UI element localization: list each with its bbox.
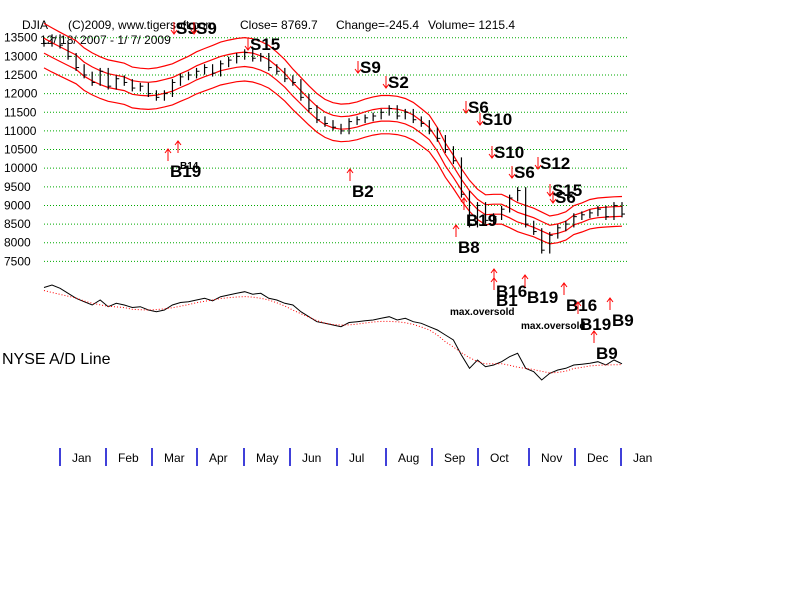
sell-arrow-head: [549, 198, 557, 204]
ad-line-label: NYSE A/D Line: [2, 351, 111, 368]
month-label: Dec: [587, 451, 608, 465]
month-label: Apr: [209, 451, 228, 465]
buy-arrow-head: [174, 140, 182, 146]
y-tick-label: 13000: [4, 49, 38, 63]
month-label: Jan: [72, 451, 91, 465]
buy-arrow-head: [452, 224, 460, 230]
y-tick-label: 8000: [4, 236, 31, 250]
change-label: Change=-245.4: [336, 18, 419, 32]
y-axis-ticks: 13500 13000 12500 12000 11500 11000 10500 10000…: [4, 31, 38, 269]
signal-label: S15: [250, 35, 280, 54]
close-label: Close= 8769.7: [240, 18, 318, 32]
y-tick-label: 11000: [4, 124, 37, 138]
month-label: Oct: [490, 451, 509, 465]
signal-label: B8: [458, 238, 480, 257]
buy-arrow-head: [606, 297, 614, 303]
signal-label: S10: [482, 110, 512, 129]
signal-label: S9: [176, 19, 197, 38]
sell-arrow-head: [244, 45, 252, 51]
signal-label: B1: [496, 291, 518, 310]
month-label: Jan: [633, 451, 652, 465]
month-label: Feb: [118, 451, 139, 465]
y-tick-label: 12000: [4, 87, 38, 101]
sell-arrow-head: [534, 164, 542, 170]
sell-arrow-head: [462, 108, 470, 114]
y-tick-label: 12500: [4, 68, 38, 82]
signal-label: B16: [496, 282, 527, 301]
signal-label: B19: [527, 288, 558, 307]
signal-label: S15: [552, 181, 582, 200]
date-range-label: 12/ 18/ 2007 - 1/ 7/ 2009: [40, 33, 171, 47]
month-label: Aug: [398, 451, 419, 465]
month-label: Jun: [302, 451, 321, 465]
buy-arrow-head: [164, 148, 172, 154]
sell-arrow-head: [488, 153, 496, 159]
ad-line-panel: [43, 284, 623, 381]
buy-arrow-head: [521, 274, 529, 280]
month-label: Mar: [164, 451, 185, 465]
y-tick-label: 9500: [4, 180, 31, 194]
annotation-label: max.oversold: [521, 321, 585, 332]
y-tick-label: 7500: [4, 254, 31, 268]
buy-arrow-head: [574, 301, 582, 307]
month-label: Jul: [349, 451, 364, 465]
buy-arrow-head: [490, 268, 498, 274]
signal-label: B16: [566, 296, 597, 315]
sell-arrow-head: [476, 120, 484, 126]
buy-arrow-head: [560, 282, 568, 288]
signal-label: S9: [196, 19, 217, 38]
signal-label: B19: [580, 315, 611, 334]
copyright-label: (C)2009, www.tigersoft.com: [68, 18, 215, 32]
band-line: [43, 67, 623, 245]
signal-label: S10: [494, 143, 524, 162]
signal-label: B9: [596, 344, 618, 363]
signal-label: B19: [466, 211, 497, 230]
gridlines: [44, 37, 628, 262]
month-label: May: [256, 451, 279, 465]
y-tick-label: 8500: [4, 217, 31, 231]
y-tick-label: 11500: [4, 105, 37, 119]
y-tick-label: 13500: [4, 31, 38, 45]
month-axis: Jan Feb Mar Apr May Jun Jul Aug Sep Oct Nov Dec Jan: [59, 448, 652, 466]
signal-label: B14: [180, 161, 199, 172]
signal-label: S6: [468, 98, 489, 117]
signal-label: S9: [360, 58, 381, 77]
sell-arrow-head: [190, 29, 198, 35]
sell-arrow-head: [546, 191, 554, 197]
price-bars: [43, 34, 625, 254]
signal-label: S6: [514, 163, 535, 182]
volume-label: Volume= 1215.4: [428, 18, 515, 32]
y-tick-label: 10500: [4, 143, 38, 157]
sell-arrow-head: [508, 173, 516, 179]
buy-arrow-head: [590, 330, 598, 336]
signal-label: B9: [612, 311, 634, 330]
month-label: Sep: [444, 451, 466, 465]
y-tick-label: 9000: [4, 198, 31, 212]
signal-label: S12: [540, 154, 570, 173]
sell-arrow-head: [170, 29, 178, 35]
symbol-label: DJIA: [22, 18, 48, 32]
sell-arrow-head: [354, 68, 362, 74]
annotation-label: max.oversold: [450, 307, 514, 318]
signal-label: B2: [352, 182, 374, 201]
ad-moving-average: [43, 290, 623, 374]
buy-arrow-head: [346, 168, 354, 174]
buy-arrow-head: [460, 197, 468, 203]
sell-arrow-head: [382, 83, 390, 89]
signal-label: S2: [388, 73, 409, 92]
signal-label: B19: [170, 162, 201, 181]
y-tick-label: 10000: [4, 161, 38, 175]
signal-label: S6: [555, 188, 576, 207]
month-label: Nov: [541, 451, 562, 465]
